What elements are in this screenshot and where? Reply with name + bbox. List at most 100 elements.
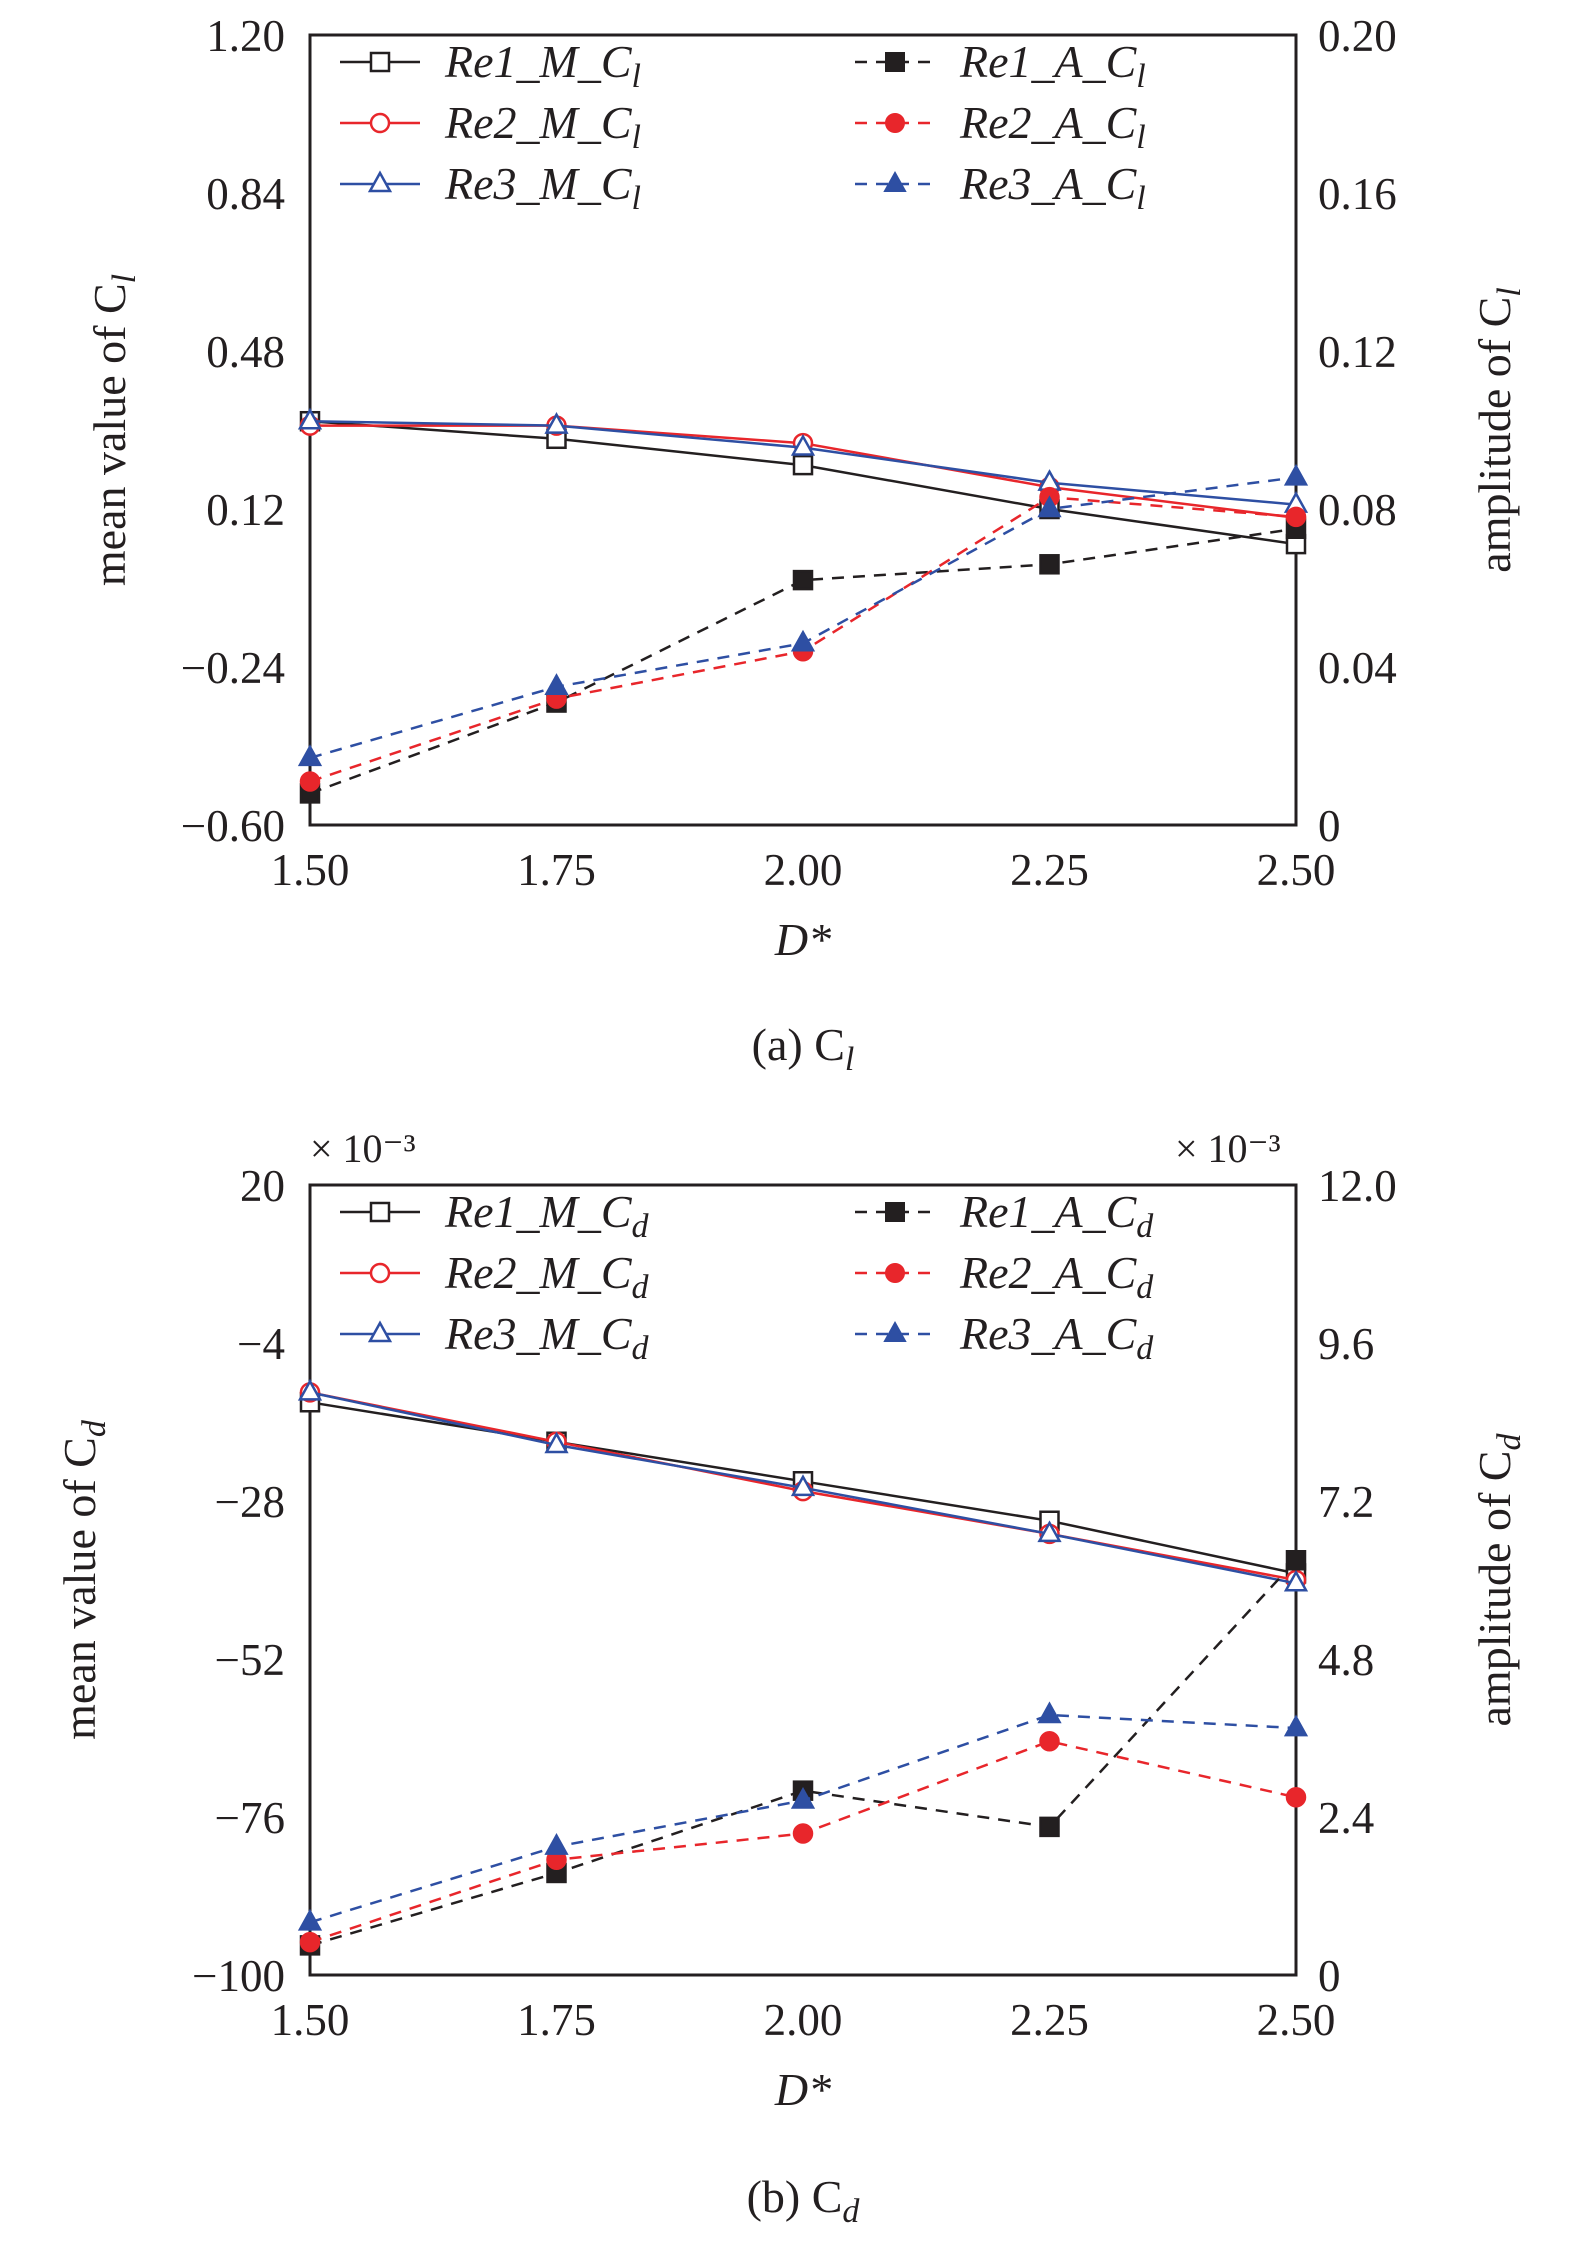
x-axis-label: D*	[774, 2064, 831, 2115]
data-point-re3-a-cl	[790, 629, 816, 652]
x-axis-label: D*	[774, 914, 831, 965]
y-left-tick-label: −4	[237, 1319, 285, 1369]
data-point-re3-m-cl	[297, 407, 323, 430]
legend-item-re2-amplitude: Re2_A_Cl	[855, 97, 1146, 156]
y-left-tick-label: −100	[192, 1951, 285, 2001]
data-point-re3-a-cd	[1283, 1714, 1309, 1737]
data-point-re3-a-cd	[297, 1908, 323, 1931]
x-tick-label: 2.00	[764, 845, 843, 895]
data-point-re3-m-cl	[790, 433, 816, 456]
chart-a: 1.50 1.75 2.00 2.25 2.50 1.20 0.84 0.48 …	[84, 11, 1528, 1078]
legend-item-re1-mean: Re1_M_Cl	[340, 36, 641, 95]
y-left-tick-label: −76	[215, 1793, 285, 1843]
x-tick-label: 2.00	[764, 1995, 843, 2045]
y-right-axis-label: amplitude of Cd	[1469, 1433, 1528, 1727]
svg-text:Re1_A_Cd: Re1_A_Cd	[959, 1186, 1154, 1245]
legend-item-re2-amplitude: Re2_A_Cd	[855, 1247, 1154, 1306]
caption: (a) Cl	[752, 1019, 855, 1078]
y-right-tick-label: 0.08	[1318, 485, 1397, 535]
svg-text:Re2_A_Cd: Re2_A_Cd	[959, 1247, 1154, 1306]
data-point-re1-a-cl	[1039, 554, 1060, 575]
legend-item-re1-amplitude: Re1_A_Cl	[855, 36, 1146, 95]
y-right-tick-label: 0.20	[1318, 11, 1397, 61]
data-point-re3-a-cd	[1037, 1701, 1062, 1724]
svg-text:Re1_M_Cd: Re1_M_Cd	[444, 1186, 650, 1245]
legend-item-re3-mean: Re3_M_Cl	[340, 158, 641, 217]
legend-item-re3-amplitude: Re3_A_Cl	[855, 158, 1146, 217]
data-point-re2-a-cd	[299, 1931, 321, 1953]
chart-b: × 10⁻³ × 10⁻³ 1.50 1.75 2.00 2.25 2.50 2…	[54, 1126, 1528, 2230]
series-line-re1-a-cd	[309, 1559, 1297, 1947]
data-point-re2-a-cd	[1039, 1731, 1060, 1752]
svg-text:Re1_A_Cl: Re1_A_Cl	[959, 36, 1146, 95]
legend-item-re2-mean: Re2_M_Cl	[340, 97, 641, 156]
y-right-tick-label: 9.6	[1318, 1319, 1374, 1369]
data-point-re3-m-cl	[544, 412, 569, 434]
svg-text:Re3_A_Cl: Re3_A_Cl	[959, 158, 1146, 217]
y-right-tick-label: 0	[1318, 801, 1341, 851]
legend-item-re3-amplitude: Re3_A_Cd	[855, 1308, 1154, 1367]
x-tick-label: 2.50	[1257, 845, 1336, 895]
legend-item-re1-mean: Re1_M_Cd	[340, 1186, 650, 1245]
y-left-tick-label: −0.60	[181, 801, 285, 851]
data-point-re1-a-cd	[1039, 1816, 1060, 1838]
y-left-tick-label: −0.24	[181, 643, 285, 693]
y-left-tick-label: 0.48	[206, 327, 285, 377]
y-left-axis-label: mean value of Cd	[54, 1419, 113, 1740]
data-point-re2-a-cd	[1285, 1787, 1307, 1808]
y-right-tick-label: 7.2	[1318, 1477, 1374, 1527]
data-point-re1-a-cd	[1285, 1550, 1307, 1571]
data-point-re3-m-cd	[1037, 1520, 1062, 1543]
y-left-tick-label: 0.84	[206, 169, 285, 219]
y-right-axis-label: amplitude of Cl	[1469, 287, 1528, 572]
series-line-re3-a-cd	[309, 1713, 1297, 1924]
legend-item-re2-mean: Re2_M_Cd	[340, 1247, 650, 1306]
series-line-re1-a-cl	[309, 527, 1297, 795]
data-point-re3-a-cl	[1037, 495, 1062, 518]
x-tick-label: 1.75	[517, 845, 596, 895]
svg-text:Re3_M_Cd: Re3_M_Cd	[444, 1308, 650, 1367]
y-right-tick-label: 4.8	[1318, 1635, 1374, 1685]
data-point-re3-m-cd	[544, 1431, 569, 1454]
y-right-tick-label: 0.16	[1318, 169, 1397, 219]
data-point-re1-a-cl	[792, 569, 814, 591]
data-point-re1-m-cl	[792, 454, 814, 476]
data-point-re2-a-cd	[792, 1823, 814, 1844]
y-left-tick-label: 20	[240, 1161, 285, 1211]
data-point-re3-m-cd	[1283, 1569, 1309, 1592]
y-left-tick-label: 0.12	[206, 485, 285, 535]
series-line-re3-a-cl	[309, 476, 1297, 760]
y-right-tick-label: 0	[1318, 1951, 1341, 2001]
y-right-tick-label: 0.12	[1318, 327, 1397, 377]
svg-text:Re2_M_Cd: Re2_M_Cd	[444, 1247, 650, 1306]
y-right-tick-label: 0.04	[1318, 643, 1397, 693]
data-point-re2-a-cl	[1285, 506, 1307, 528]
y-left-tick-label: −28	[215, 1477, 285, 1527]
x-tick-label: 2.50	[1257, 1995, 1336, 2045]
data-point-re3-a-cd	[544, 1833, 569, 1855]
x-tick-label: 1.50	[271, 1995, 350, 2045]
legend-item-re3-mean: Re3_M_Cd	[340, 1308, 650, 1367]
legend: Re1_M_Cl Re2_M_Cl Re3_M_Cl Re1_A_Cl Re2_	[340, 36, 1146, 217]
y-left-multiplier: × 10⁻³	[310, 1126, 416, 1171]
y-left-tick-label: −52	[215, 1635, 285, 1685]
svg-text:Re3_A_Cd: Re3_A_Cd	[959, 1308, 1154, 1367]
x-tick-label: 1.50	[271, 845, 350, 895]
x-tick-label: 1.75	[517, 1995, 596, 2045]
y-right-tick-label: 2.4	[1318, 1793, 1374, 1843]
svg-text:Re2_A_Cl: Re2_A_Cl	[959, 97, 1146, 156]
y-left-axis-label: mean value of Cl	[84, 274, 143, 586]
svg-text:Re3_M_Cl: Re3_M_Cl	[444, 158, 641, 217]
y-right-tick-label: 12.0	[1318, 1161, 1397, 1211]
caption: (b) Cd	[747, 2171, 861, 2230]
legend-item-re1-amplitude: Re1_A_Cd	[855, 1186, 1154, 1245]
y-left-tick-label: 1.20	[206, 11, 285, 61]
series-layer	[297, 407, 1309, 804]
data-point-re3-m-cd	[790, 1474, 816, 1497]
y-right-multiplier: × 10⁻³	[1175, 1126, 1281, 1171]
x-tick-label: 2.25	[1010, 1995, 1089, 2045]
data-point-re2-a-cl	[299, 771, 321, 792]
data-point-re3-a-cl	[544, 673, 569, 695]
svg-text:Re2_M_Cl: Re2_M_Cl	[444, 97, 641, 156]
